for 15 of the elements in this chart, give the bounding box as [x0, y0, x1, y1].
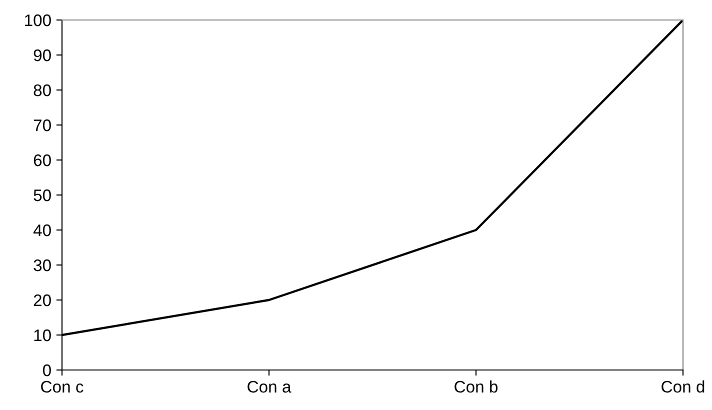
y-tick-label: 50: [34, 189, 51, 202]
x-tick-label: Con c: [41, 380, 84, 393]
x-tick-label: Con b: [454, 380, 498, 393]
y-tick-label: 10: [34, 329, 51, 342]
y-tick-label: 70: [34, 119, 51, 132]
y-tick-label: 20: [34, 294, 51, 306]
y-tick-label: 40: [33, 224, 51, 236]
y-tick-label: 0: [42, 364, 51, 376]
x-tick-label: Con d: [662, 380, 704, 393]
y-tick-label: 100: [25, 14, 51, 26]
y-tick-label: 90: [34, 49, 51, 62]
y-tick-label: 80: [34, 84, 51, 96]
x-tick-label: Con a: [248, 380, 292, 393]
y-tick-label: 30: [34, 259, 51, 272]
y-tick-label: 60: [34, 154, 51, 166]
